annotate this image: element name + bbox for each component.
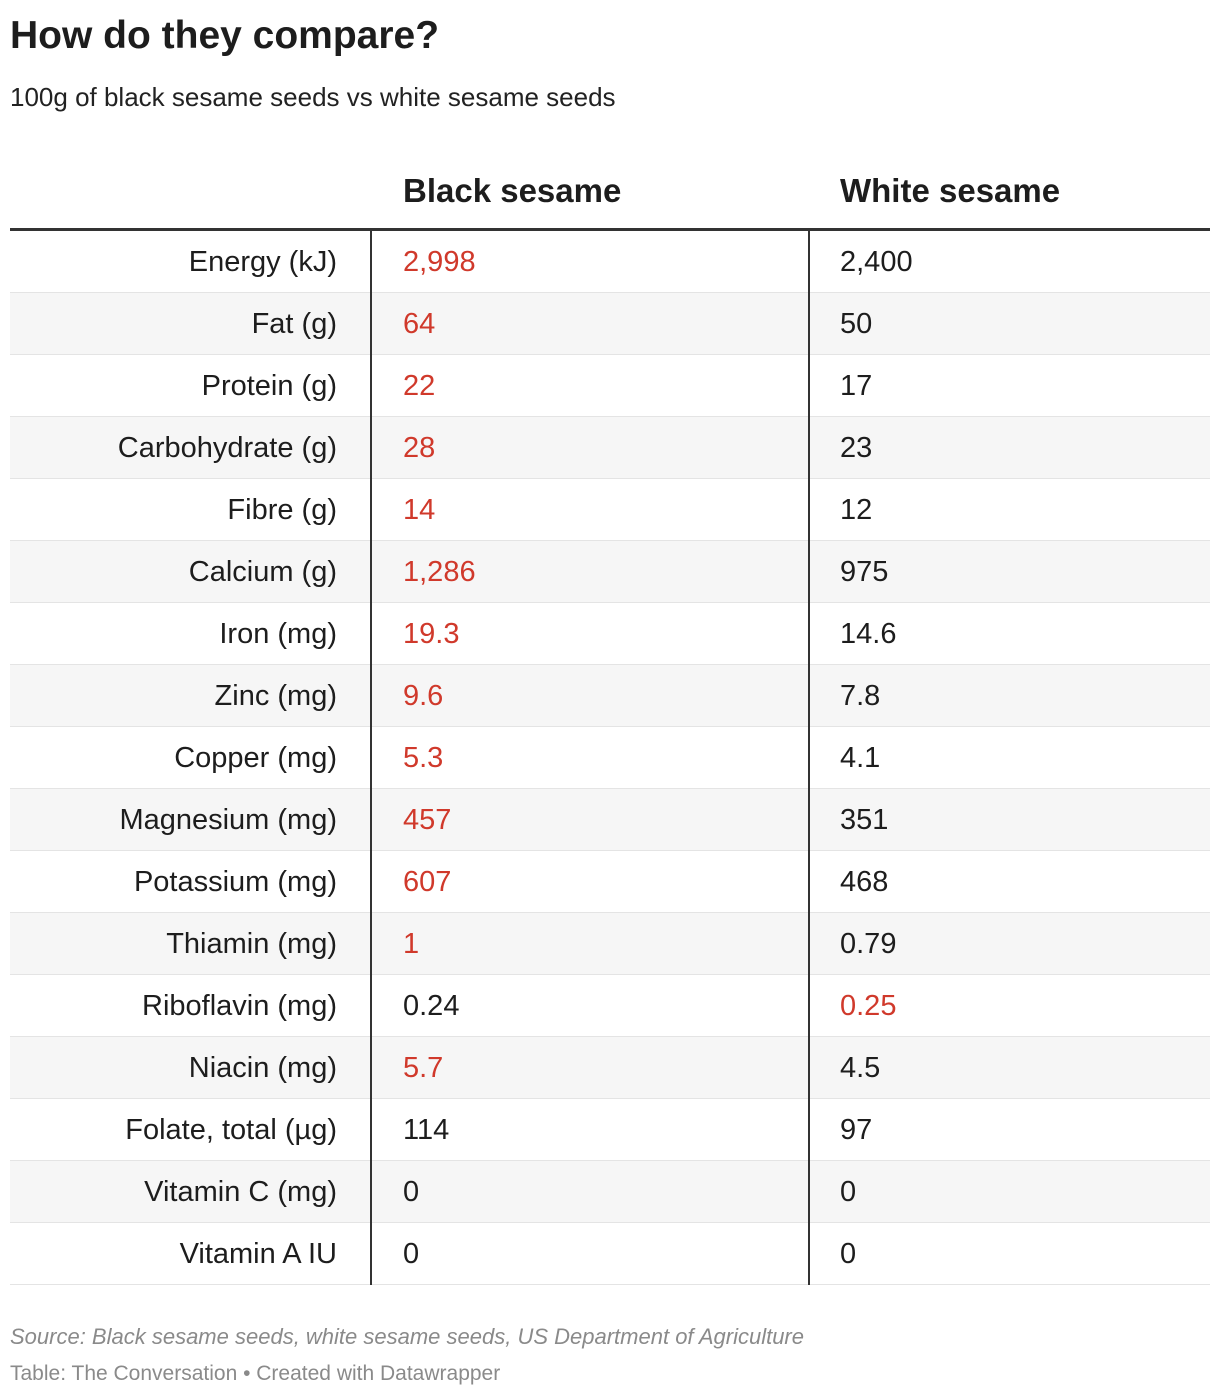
row-label: Fibre (g) [227, 494, 337, 526]
source-note: Source: Black sesame seeds, white sesame… [10, 1324, 804, 1349]
table-row [10, 665, 1210, 727]
header-rule [10, 228, 1210, 231]
value-cell: 457 [403, 804, 452, 836]
value-cell: 50 [840, 308, 873, 340]
row-label: Magnesium (mg) [119, 804, 337, 836]
value-cell: 2,998 [403, 246, 476, 278]
table-row [10, 975, 1210, 1037]
table-row [10, 293, 1210, 355]
table-row [10, 541, 1210, 603]
value-cell: 1 [403, 928, 420, 960]
value-cell: 0 [840, 1238, 857, 1270]
value-cell: 114 [403, 1114, 450, 1146]
value-cell: 17 [840, 370, 873, 402]
table-row [10, 1037, 1210, 1099]
table-row [10, 913, 1210, 975]
row-label: Niacin (mg) [188, 1052, 337, 1084]
value-cell: 0 [403, 1238, 420, 1270]
value-cell: 64 [403, 308, 436, 340]
table-row [10, 603, 1210, 665]
table-row [10, 1161, 1210, 1223]
subtitle: 100g of black sesame seeds vs white sesa… [10, 82, 616, 112]
table-row [10, 789, 1210, 851]
credit-note: Table: The Conversation • Created with D… [10, 1362, 501, 1385]
row-label: Thiamin (mg) [166, 928, 337, 960]
row-label: Vitamin C (mg) [144, 1176, 337, 1208]
row-label: Protein (g) [201, 370, 337, 402]
table-row [10, 479, 1210, 541]
value-cell: 7.8 [840, 680, 881, 712]
value-cell: 5.3 [403, 742, 444, 774]
row-label: Calcium (g) [188, 556, 337, 588]
column-divider [808, 231, 810, 1285]
value-cell: 22 [403, 370, 436, 402]
row-label: Fat (g) [251, 308, 337, 340]
value-cell: 2,400 [840, 246, 913, 278]
column-header: Black sesame [403, 172, 622, 209]
value-cell: 5.7 [403, 1052, 444, 1084]
value-cell: 0.79 [840, 928, 897, 960]
value-cell: 4.1 [840, 742, 881, 774]
value-cell: 0 [840, 1176, 857, 1208]
value-cell: 19.3 [403, 618, 460, 650]
row-label: Potassium (mg) [133, 866, 337, 898]
row-label: Iron (mg) [219, 618, 337, 650]
value-cell: 14 [403, 494, 436, 526]
table-row [10, 1223, 1210, 1285]
value-cell: 4.5 [840, 1052, 881, 1084]
value-cell: 12 [840, 494, 873, 526]
row-label: Folate, total (µg) [125, 1114, 337, 1146]
row-label: Vitamin A IU [179, 1238, 337, 1270]
column-header: White sesame [840, 172, 1061, 209]
value-cell: 23 [840, 432, 873, 464]
value-cell: 351 [840, 804, 889, 836]
column-divider [370, 231, 372, 1285]
title: How do they compare? [10, 14, 440, 57]
row-label: Copper (mg) [174, 742, 337, 774]
table-row [10, 417, 1210, 479]
value-cell: 0.25 [840, 990, 897, 1022]
value-cell: 975 [840, 556, 889, 588]
table-row [10, 1099, 1210, 1161]
row-label: Carbohydrate (g) [117, 432, 337, 464]
value-cell: 9.6 [403, 680, 444, 712]
value-cell: 607 [403, 866, 452, 898]
value-cell: 0.24 [403, 990, 460, 1022]
row-label: Zinc (mg) [214, 680, 337, 712]
value-cell: 0 [403, 1176, 420, 1208]
value-cell: 468 [840, 866, 889, 898]
value-cell: 97 [840, 1114, 873, 1146]
row-label: Energy (kJ) [188, 246, 337, 278]
value-cell: 1,286 [403, 556, 476, 588]
value-cell: 14.6 [840, 618, 897, 650]
row-label: Riboflavin (mg) [142, 990, 337, 1022]
table-row [10, 231, 1210, 293]
value-cell: 28 [403, 432, 436, 464]
table-row [10, 851, 1210, 913]
table-row [10, 355, 1210, 417]
table-row [10, 727, 1210, 789]
